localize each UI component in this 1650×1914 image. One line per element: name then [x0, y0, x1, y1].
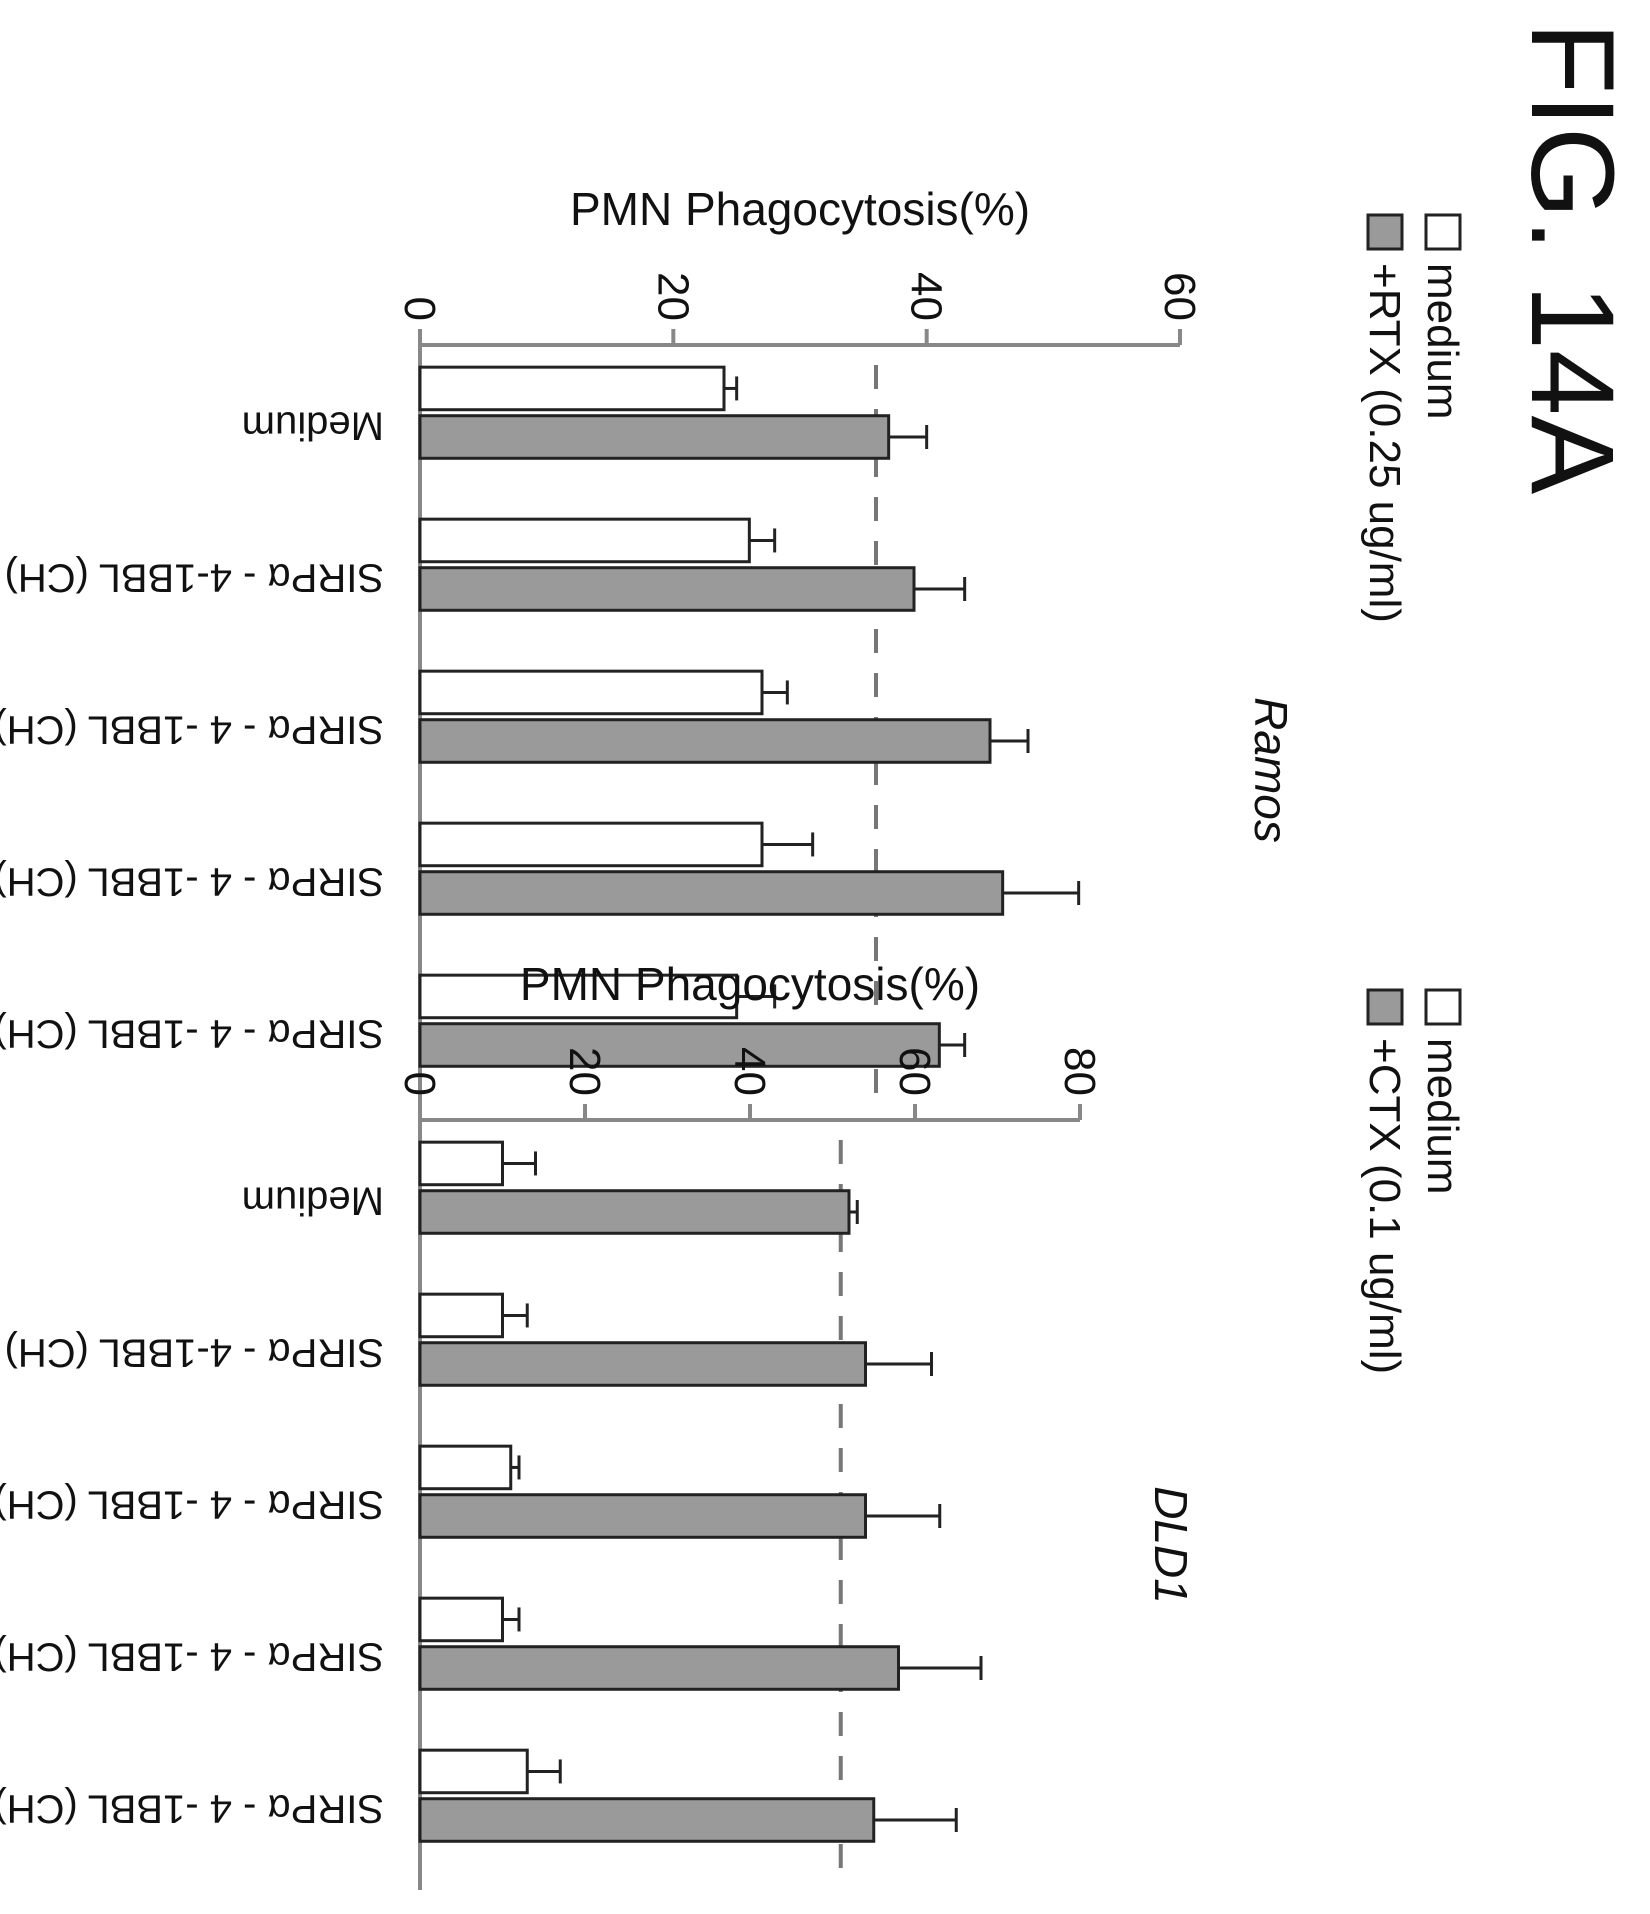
y-tick-label: 80 [1055, 1047, 1104, 1096]
bar-treated [418, 870, 1005, 916]
bar-medium [418, 1444, 513, 1491]
bar-treated [418, 566, 916, 612]
bar-medium [418, 1140, 504, 1187]
category-label: SIRPα - 4 -1BBL (CH) - V1 [0, 708, 384, 752]
bar-treated [418, 1797, 876, 1843]
category-label: SIRPα - 4 -1BBL (CH) - V2 [0, 1635, 384, 1679]
category-label: SIRPα - 4-1BBL (CH) [5, 556, 385, 600]
category-label: SIRPα - 4-1BBL (CH) [5, 1331, 385, 1375]
legend-label: medium [1418, 1038, 1467, 1195]
bar-medium [418, 821, 764, 868]
bar-treated [418, 1189, 851, 1235]
category-label: Medium [242, 1179, 384, 1223]
chart-panel-ramos: 0 20 40 60 PMN Phagocytosis(%) Ramos Medium SIR… [0, 183, 1467, 1115]
category-label: SIRPα - 4 -1BBL (CH) - V2 [0, 860, 384, 904]
y-tick-label: 40 [725, 1047, 774, 1096]
category-label: Medium [242, 404, 384, 448]
legend-label: +RTX (0.25 ug/ml) [1360, 263, 1409, 623]
y-tick-label: 40 [902, 272, 951, 321]
bar-treated [418, 414, 891, 460]
y-axis-label: PMN Phagocytosis(%) [570, 183, 1030, 235]
bar-treated [418, 1493, 867, 1539]
bar-treated [418, 1022, 941, 1068]
panel-label: DLD1 [1145, 1486, 1197, 1604]
chart-panel-dld1: 0 20 40 60 80 PMN Phagocytosis(%) DLD1 Medium SI… [0, 958, 1467, 1890]
legend-swatch [1424, 988, 1462, 1026]
bar-medium [418, 365, 726, 412]
category-label: SIRPα - 4 -1BBL (CH) - V1 [0, 1483, 384, 1527]
bar-medium [418, 1292, 504, 1339]
bar-treated [418, 1341, 867, 1387]
panel-label: Ramos [1245, 697, 1297, 843]
y-tick-label: 20 [648, 272, 697, 321]
figure-title: FIG. 14A [1506, 22, 1638, 494]
y-tick-label: 20 [560, 1047, 609, 1096]
category-label: SIRPα - 4 -1BBL (CH) - V3.1 [0, 1012, 384, 1056]
y-tick-label: 0 [395, 297, 444, 321]
legend-label: medium [1418, 263, 1467, 420]
bar-medium [418, 1596, 504, 1643]
panels: 0 20 40 60 PMN Phagocytosis(%) Ramos Medium SIR… [0, 183, 1467, 1890]
legend-label: +CTX (0.1 ug/ml) [1360, 1038, 1409, 1374]
y-tick-label: 60 [890, 1047, 939, 1096]
legend-swatch [1366, 213, 1404, 251]
category-label: SIRPα - 4 -1BBL (CH) - V3.1 [0, 1787, 384, 1831]
y-tick-label: 60 [1155, 272, 1204, 321]
y-tick-label: 0 [395, 1072, 444, 1096]
bar-medium [418, 517, 751, 564]
bar-treated [418, 718, 992, 764]
y-axis-label: PMN Phagocytosis(%) [520, 958, 980, 1010]
legend-swatch [1424, 213, 1462, 251]
bar-medium [418, 669, 764, 716]
legend-swatch [1366, 988, 1404, 1026]
bar-treated [418, 1645, 900, 1691]
bar-medium [418, 1748, 529, 1795]
